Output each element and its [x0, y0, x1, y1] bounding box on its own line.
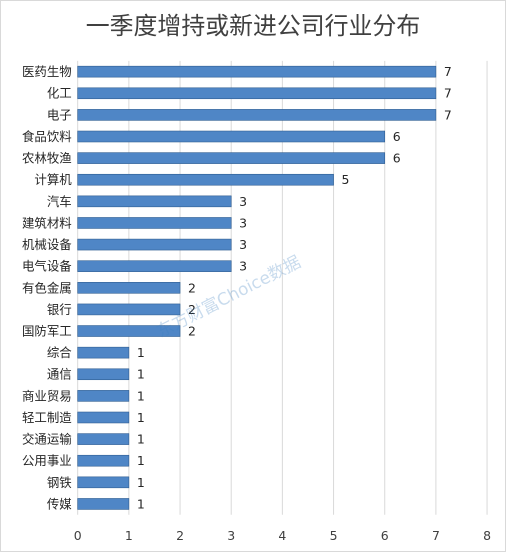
data-label-1: 7: [444, 86, 452, 101]
data-label-3: 6: [393, 129, 401, 144]
bar-16: [77, 411, 130, 424]
data-label-11: 2: [188, 302, 196, 317]
category-label-18: 公用事业: [22, 453, 72, 468]
category-label-19: 钢铁: [47, 475, 72, 490]
data-label-15: 1: [137, 388, 145, 403]
data-label-14: 1: [137, 367, 145, 382]
bar-20: [77, 498, 130, 510]
category-label-0: 医药生物: [22, 64, 72, 79]
category-label-8: 机械设备: [22, 237, 72, 252]
category-label-5: 计算机: [34, 172, 72, 187]
data-label-9: 3: [239, 259, 247, 274]
bar-4: [77, 152, 386, 164]
data-label-19: 1: [137, 475, 145, 490]
chart-title: 一季度增持或新进公司行业分布: [86, 12, 420, 40]
x-tick-label-6: 6: [381, 528, 389, 543]
bar-11: [77, 303, 181, 316]
category-label-10: 有色金属: [22, 280, 72, 295]
category-label-20: 传媒: [47, 496, 72, 511]
category-label-11: 银行: [47, 302, 72, 317]
x-tick-label-4: 4: [278, 528, 286, 543]
x-tick-label-1: 1: [125, 528, 133, 543]
bar-8: [77, 238, 232, 251]
data-label-4: 6: [393, 151, 401, 166]
bar-6: [77, 195, 232, 208]
category-label-12: 国防军工: [22, 324, 72, 339]
bar-7: [77, 217, 232, 229]
x-tick-label-8: 8: [483, 528, 491, 543]
category-label-2: 电子: [47, 107, 72, 122]
data-label-2: 7: [444, 107, 452, 122]
category-label-14: 通信: [47, 367, 72, 382]
data-label-17: 1: [137, 432, 145, 447]
bar-12: [77, 325, 181, 337]
bars-group: [77, 65, 437, 510]
data-label-10: 2: [188, 280, 196, 295]
category-label-7: 建筑材料: [22, 215, 72, 230]
category-label-15: 商业贸易: [22, 388, 72, 403]
category-label-17: 交通运输: [22, 432, 72, 447]
bar-5: [77, 173, 334, 186]
bar-15: [77, 390, 130, 402]
category-label-3: 食品饮料: [22, 129, 72, 144]
category-label-9: 电气设备: [22, 259, 72, 274]
x-tick-label-0: 0: [74, 528, 82, 543]
bar-3: [77, 130, 386, 143]
bar-13: [77, 346, 130, 359]
data-label-6: 3: [239, 194, 247, 209]
data-labels: 7 7 7 6 6 5 3 3 3 3 2 2 2 1 1 1 1 1 1 1 1: [137, 64, 452, 511]
data-label-12: 2: [188, 324, 196, 339]
category-label-16: 轻工制造: [22, 410, 72, 425]
category-label-1: 化工: [47, 86, 72, 101]
category-label-4: 农林牧渔: [22, 151, 72, 166]
bar-1: [77, 87, 437, 100]
data-label-8: 3: [239, 237, 247, 252]
bar-9: [77, 260, 232, 272]
data-label-13: 1: [137, 345, 145, 360]
bar-10: [77, 282, 181, 294]
x-tick-label-5: 5: [330, 528, 338, 543]
data-label-5: 5: [342, 172, 350, 187]
x-tick-labels: 0 1 2 3 4 5 6 7 8: [74, 528, 491, 543]
category-labels: 医药生物化工电子食品饮料农林牧渔计算机汽车建筑材料机械设备电气设备有色金属银行国…: [22, 64, 72, 511]
category-label-13: 综合: [47, 345, 72, 360]
bar-19: [77, 476, 130, 489]
bar-14: [77, 368, 130, 381]
data-label-0: 7: [444, 64, 452, 79]
data-label-18: 1: [137, 453, 145, 468]
bar-0: [77, 65, 437, 78]
bar-2: [77, 109, 437, 121]
bar-17: [77, 433, 130, 445]
x-tick-label-3: 3: [227, 528, 235, 543]
x-tick-label-7: 7: [432, 528, 440, 543]
category-label-6: 汽车: [47, 194, 72, 209]
data-label-16: 1: [137, 410, 145, 425]
data-label-7: 3: [239, 215, 247, 230]
data-label-20: 1: [137, 496, 145, 511]
x-tick-label-2: 2: [176, 528, 184, 543]
bar-18: [77, 454, 130, 467]
